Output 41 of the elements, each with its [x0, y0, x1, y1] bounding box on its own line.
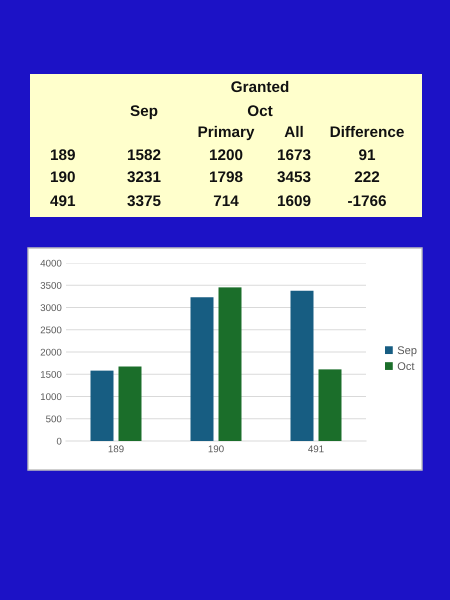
bar: [190, 297, 214, 441]
data-label: 3375: [127, 195, 161, 206]
y-tick-label: 3000: [40, 304, 62, 312]
y-tick-label: 4000: [40, 260, 62, 267]
category-label: 190: [50, 171, 75, 182]
bar: [318, 369, 342, 441]
legend-label: Oct: [398, 362, 414, 370]
data-label: 1798: [210, 171, 243, 182]
legend-label: Sep: [398, 346, 417, 356]
x-tick-label: 190: [208, 445, 224, 452]
bar: [90, 370, 114, 441]
y-tick-label: 0: [56, 438, 62, 445]
series-label: Sep: [130, 105, 158, 120]
data-label: 91: [359, 149, 376, 160]
data-label: 1673: [278, 149, 310, 160]
y-tick-label: 500: [46, 415, 62, 422]
data-label: 3453: [277, 171, 310, 182]
data-label: 222: [354, 171, 380, 182]
text: Oct: [248, 105, 273, 116]
y-tick-label: 3500: [40, 282, 62, 289]
text: All: [284, 126, 303, 137]
x-tick-label: 491: [308, 445, 324, 452]
y-tick-label: 2500: [40, 326, 62, 334]
y-tick-label: 1000: [40, 393, 62, 400]
data-label: 714: [214, 195, 239, 206]
text: Primary: [198, 126, 254, 140]
text: Granted: [231, 80, 288, 92]
y-tick-label: 2000: [40, 348, 62, 356]
data-label: 1582: [128, 149, 160, 160]
bar: [118, 366, 142, 441]
data-label: 3231: [127, 171, 161, 182]
data-label: -1766: [348, 195, 386, 206]
text: Difference: [330, 126, 404, 138]
data-label: 1609: [278, 195, 310, 206]
category-label: 189: [50, 149, 75, 160]
bar: [218, 287, 242, 441]
data-label: 1200: [210, 149, 242, 160]
category-label: 491: [50, 195, 76, 206]
bar: [290, 290, 314, 441]
y-tick-label: 1500: [40, 370, 62, 378]
x-tick-label: 189: [108, 445, 124, 452]
